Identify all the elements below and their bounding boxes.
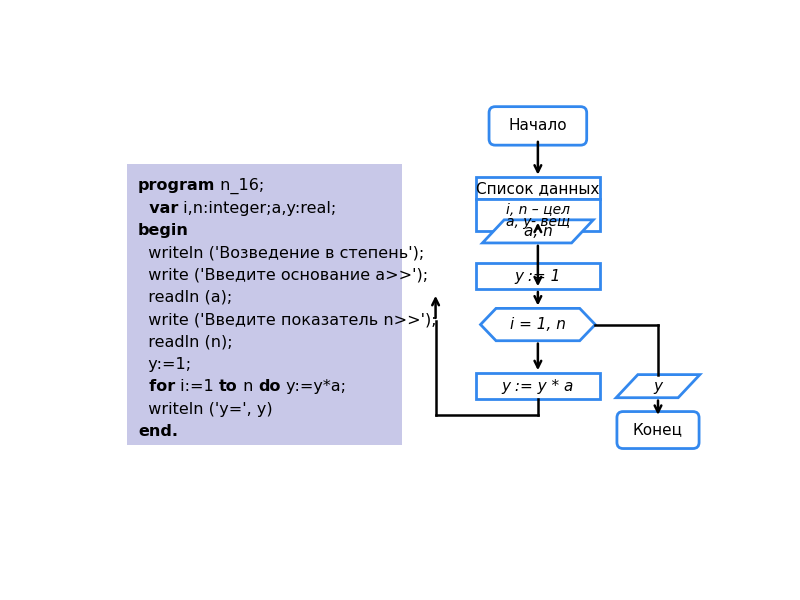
Text: a, y- вещ: a, y- вещ (506, 215, 570, 229)
Text: Начало: Начало (509, 118, 567, 133)
Text: write ('Введите показатель n>>');: write ('Введите показатель n>>'); (138, 312, 437, 327)
Text: n: n (238, 379, 258, 394)
Polygon shape (616, 374, 700, 398)
Text: n_16;: n_16; (215, 178, 265, 194)
FancyBboxPatch shape (476, 199, 600, 232)
Text: y := 1: y := 1 (514, 269, 561, 284)
Text: Конец: Конец (633, 422, 683, 437)
Text: i:=1: i:=1 (175, 379, 219, 394)
Text: readln (n);: readln (n); (138, 335, 233, 350)
Text: Список данных: Список данных (476, 181, 599, 196)
Text: y:=1;: y:=1; (138, 357, 191, 372)
Text: i, n – цел: i, n – цел (506, 203, 570, 217)
FancyBboxPatch shape (489, 107, 586, 145)
Text: readln (a);: readln (a); (138, 290, 232, 305)
Polygon shape (481, 308, 595, 341)
Text: writeln ('y=', y): writeln ('y=', y) (138, 401, 273, 416)
FancyBboxPatch shape (127, 164, 402, 445)
Text: i,n:integer;a,y:real;: i,n:integer;a,y:real; (178, 200, 337, 215)
FancyBboxPatch shape (476, 178, 600, 199)
Text: program: program (138, 178, 215, 193)
Text: y: y (654, 379, 662, 394)
Text: i = 1, n: i = 1, n (510, 317, 566, 332)
FancyBboxPatch shape (476, 373, 600, 399)
Text: begin: begin (138, 223, 189, 238)
Text: write ('Введите основание a>>');: write ('Введите основание a>>'); (138, 268, 428, 283)
Text: to: to (219, 379, 238, 394)
FancyBboxPatch shape (476, 263, 600, 289)
Text: end.: end. (138, 424, 178, 439)
Text: y := y * a: y := y * a (502, 379, 574, 394)
Text: var: var (138, 200, 178, 215)
Text: for: for (138, 379, 175, 394)
Text: y:=y*a;: y:=y*a; (281, 379, 346, 394)
FancyBboxPatch shape (617, 412, 699, 449)
Text: do: do (258, 379, 281, 394)
Text: writeln ('Возведение в степень');: writeln ('Возведение в степень'); (138, 245, 424, 260)
Text: a, n: a, n (523, 224, 552, 239)
Polygon shape (482, 220, 594, 243)
